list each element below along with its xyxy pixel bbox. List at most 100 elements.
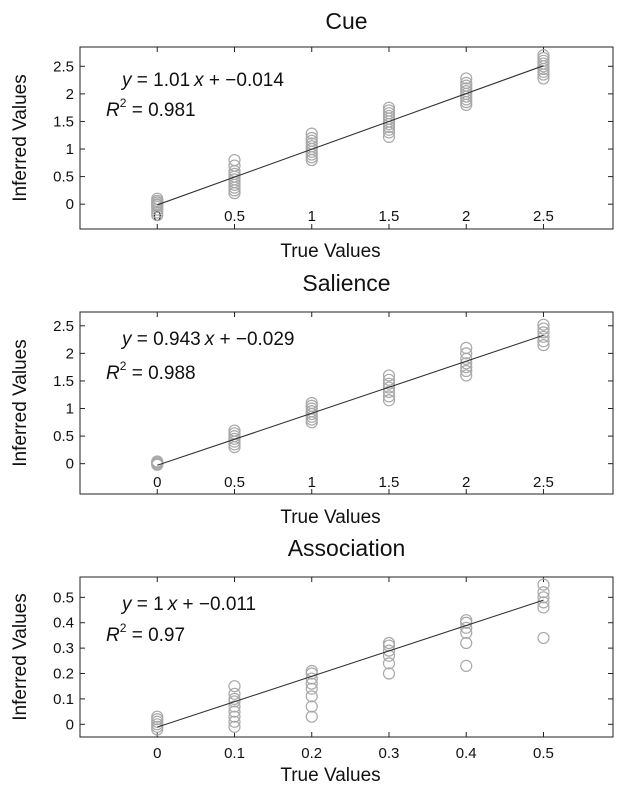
data-point xyxy=(305,134,318,147)
y-tick-label: 0.5 xyxy=(53,169,74,186)
chart-panel-2: Salience 0 0.5 1 1.5 2 2.5 0 0.5 1 1.5 2 2.5 True Val… xyxy=(10,270,614,528)
y-tick-label: 2 xyxy=(66,345,74,362)
r2-value: = 0.97 xyxy=(126,625,185,646)
data-point xyxy=(305,677,318,690)
data-point xyxy=(382,657,396,670)
data-point xyxy=(537,631,550,645)
r-squared: R2 = 0.981 xyxy=(106,96,196,121)
data-point xyxy=(537,591,550,604)
r2-symbol: R xyxy=(106,363,120,384)
r-squared: R2 = 0.97 xyxy=(106,621,185,646)
data-point xyxy=(228,715,241,728)
data-point xyxy=(537,72,550,85)
plot-frame xyxy=(79,46,614,230)
data-point xyxy=(228,159,241,172)
x-tick-label: 2 xyxy=(462,474,470,491)
y-tick-label: 0 xyxy=(66,716,74,733)
x-tick-label: 0.5 xyxy=(224,474,245,491)
x-tick-label: 0.5 xyxy=(224,208,245,225)
r2-symbol: R xyxy=(106,100,120,121)
x-tick-label: 0.4 xyxy=(456,745,477,762)
data-point xyxy=(151,710,164,723)
plot-frame xyxy=(79,311,614,495)
data-point xyxy=(228,710,241,723)
data-point xyxy=(382,369,396,382)
x-tick-label: 0 xyxy=(153,745,161,762)
data-point xyxy=(305,682,318,695)
equation-intercept: + −0.011 xyxy=(177,594,256,615)
data-point xyxy=(382,385,396,399)
equation-x: x xyxy=(204,329,216,350)
y-tick-label: 0.4 xyxy=(53,615,74,632)
x-tick-label: 1 xyxy=(308,208,316,225)
x-tick-label: 2.5 xyxy=(533,474,554,491)
y-tick-label: 1 xyxy=(66,401,74,418)
data-point xyxy=(537,338,550,352)
r2-superscript: 2 xyxy=(120,621,127,635)
r2-symbol: R xyxy=(106,625,120,646)
data-point xyxy=(382,649,396,662)
data-point xyxy=(382,390,396,403)
y-tick-label: 0.2 xyxy=(53,666,74,683)
plot-frame xyxy=(79,576,614,738)
data-point xyxy=(382,394,396,407)
x-tick-label: 1 xyxy=(308,474,316,491)
data-point xyxy=(382,377,396,390)
equation-x: x xyxy=(193,70,205,91)
data-point xyxy=(305,399,318,412)
data-point xyxy=(228,720,241,733)
y-tick-label: 0 xyxy=(66,456,74,473)
fit-line xyxy=(157,599,544,728)
data-point xyxy=(460,659,473,672)
data-point xyxy=(228,153,241,167)
data-point xyxy=(305,131,318,145)
y-tick-label: 1.5 xyxy=(53,373,74,390)
y-tick-label: 0.3 xyxy=(53,640,74,657)
data-point xyxy=(382,101,396,114)
data-point xyxy=(382,130,396,143)
y-tick-label: 1.5 xyxy=(53,113,74,130)
x-axis-label: True Values xyxy=(280,241,380,262)
data-point xyxy=(382,104,396,117)
data-point xyxy=(228,705,241,718)
equation-y: y xyxy=(120,70,133,91)
data-point xyxy=(460,636,473,650)
equation-y: y xyxy=(120,329,133,350)
data-point xyxy=(382,644,396,657)
x-tick-label: 0 xyxy=(153,208,161,225)
x-tick-label: 1.5 xyxy=(379,474,400,491)
y-tick-label: 0.1 xyxy=(53,691,74,708)
data-point xyxy=(151,455,164,468)
data-point xyxy=(537,601,550,614)
equation-intercept: + −0.029 xyxy=(214,329,294,350)
r2-value: = 0.988 xyxy=(126,363,195,384)
data-point xyxy=(537,51,550,65)
data-point xyxy=(382,381,396,394)
data-point xyxy=(228,692,241,706)
data-point xyxy=(460,341,473,354)
data-point xyxy=(460,72,473,85)
data-point xyxy=(305,700,318,713)
equation-y: y xyxy=(120,594,133,615)
data-point xyxy=(460,369,473,382)
equation-slope: = 1.01 xyxy=(132,70,191,91)
y-tick-label: 0.5 xyxy=(53,428,74,445)
data-point xyxy=(228,687,241,700)
equation-intercept: + −0.014 xyxy=(204,70,285,91)
r-squared: R2 = 0.988 xyxy=(106,359,196,384)
data-point xyxy=(537,318,550,331)
data-point xyxy=(305,140,318,153)
data-point xyxy=(460,347,473,360)
fit-line xyxy=(157,334,544,466)
data-point xyxy=(382,373,396,386)
data-point xyxy=(382,107,396,120)
fit-line xyxy=(157,65,544,206)
data-point xyxy=(537,57,550,70)
data-point xyxy=(228,424,241,437)
y-tick-label: 2 xyxy=(66,86,74,103)
data-point xyxy=(151,192,164,205)
r2-superscript: 2 xyxy=(120,96,127,110)
chart-title: Cue xyxy=(325,8,367,34)
data-point xyxy=(305,690,318,703)
